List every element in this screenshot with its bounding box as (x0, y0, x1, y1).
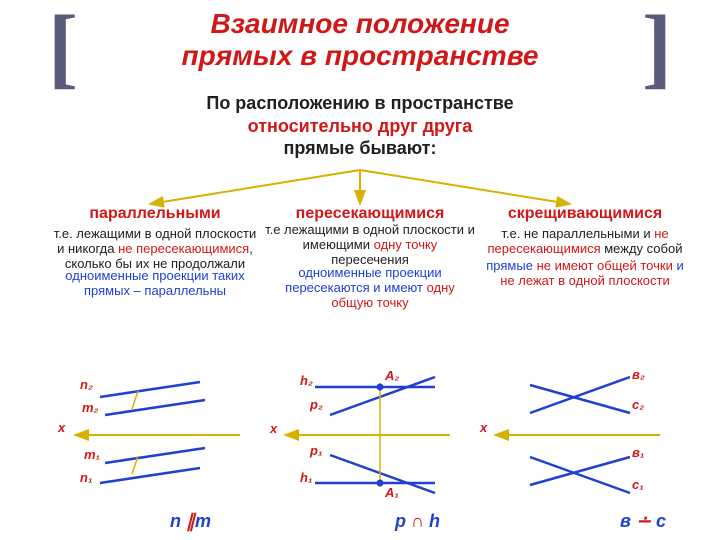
bracket-left: [ (48, 12, 78, 84)
diag-skew: в₂ c₂ в₁ c₁ x в ∸ с (490, 365, 680, 530)
diagrams: n₂ m₂ m₁ n₁ x n ∥m h₂ p₂ p₁ h₁ A₂ A₁ x p… (0, 365, 720, 530)
lbl-x2: x (270, 421, 277, 436)
lbl-v1: в₁ (632, 445, 644, 460)
desc1-skew: т.е. не параллельными и не пересекающими… (480, 227, 690, 257)
formula-skew: в ∸ с (620, 511, 666, 532)
title-line2: прямых в пространстве (182, 40, 539, 71)
col-parallel: параллельными т.е. лежащими в одной плос… (50, 205, 260, 311)
col-intersect: пересекающимися т.е лежащими в одной пло… (265, 205, 475, 311)
subtitle: По расположению в пространстве относител… (0, 92, 720, 160)
desc1-intersect: т.е лежащими в одной плоскости и имеющим… (265, 223, 475, 268)
lbl-p2: p₂ (310, 397, 323, 412)
lbl-c2: c₂ (632, 397, 644, 412)
col-skew: скрещивающимися т.е. не параллельными и … (480, 205, 690, 311)
lbl-p1: p₁ (310, 443, 323, 458)
desc2-parallel: одноименные проекции таких прямых – пара… (50, 269, 260, 299)
formula-intersect: p ∩ h (395, 511, 440, 532)
lbl-v2: в₂ (632, 367, 645, 382)
lbl-h1: h₁ (300, 470, 313, 485)
head-intersect: пересекающимися (265, 205, 475, 223)
lbl-h2: h₂ (300, 373, 313, 388)
lbl-n1: n₁ (80, 470, 93, 485)
desc2-intersect: одноименные проекции пересекаются и имею… (265, 266, 475, 311)
title-line1: Взаимное положение (210, 8, 509, 39)
tree-arrows (0, 168, 720, 208)
lbl-m2: m₂ (82, 400, 99, 415)
lbl-x1: x (58, 420, 65, 435)
diag-parallel: n₂ m₂ m₁ n₁ x n ∥m (70, 365, 260, 530)
head-parallel: параллельными (50, 205, 260, 223)
lbl-m1: m₁ (84, 447, 100, 462)
formula-parallel: n ∥m (170, 511, 211, 532)
page-title: Взаимное положение прямых в пространстве (0, 0, 720, 72)
lbl-x3: x (480, 420, 487, 435)
diag-intersect: h₂ p₂ p₁ h₁ A₂ A₁ x p ∩ h (280, 365, 470, 530)
lbl-A1: A₁ (385, 485, 399, 500)
columns: параллельными т.е. лежащими в одной плос… (0, 205, 720, 311)
head-skew: скрещивающимися (480, 205, 690, 223)
svg-parallel (70, 365, 260, 515)
sub-l1: По расположению в пространстве (206, 93, 513, 113)
desc1-parallel: т.е. лежащими в одной плоскости и никогд… (50, 227, 260, 272)
svg-skew (490, 365, 680, 515)
lbl-A2: A₂ (385, 368, 399, 383)
bracket-right: ] (642, 12, 672, 84)
lbl-c1: c₁ (632, 477, 644, 492)
sub-l3: прямые бывают: (284, 138, 437, 158)
lbl-n2: n₂ (80, 377, 93, 392)
sub-l2: относительно друг друга (248, 116, 473, 136)
desc2-skew: прямые не имеют общей точки и не лежат в… (480, 259, 690, 289)
